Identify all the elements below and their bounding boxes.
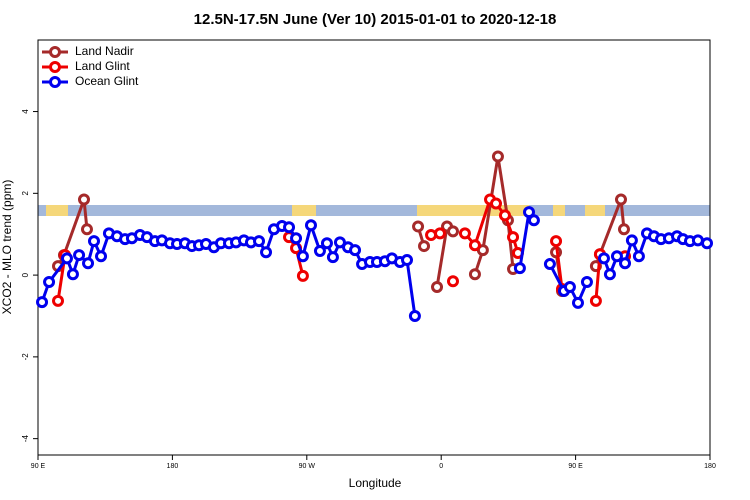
x-tick-label: 90 E bbox=[568, 463, 583, 470]
land-patch bbox=[292, 205, 316, 216]
point bbox=[571, 296, 584, 309]
point bbox=[543, 258, 556, 271]
point bbox=[36, 296, 49, 309]
y-axis-label: XCO2 - MLO trend (ppm) bbox=[0, 180, 14, 315]
point bbox=[52, 294, 65, 307]
point bbox=[614, 193, 627, 206]
point bbox=[304, 219, 317, 232]
point bbox=[412, 220, 425, 233]
ocean-strip bbox=[38, 205, 710, 216]
point bbox=[589, 260, 602, 273]
land-patch bbox=[585, 205, 605, 216]
point bbox=[434, 227, 447, 240]
legend-marker bbox=[49, 46, 61, 58]
point bbox=[490, 197, 503, 210]
point bbox=[632, 250, 645, 263]
point bbox=[431, 280, 444, 293]
point bbox=[617, 223, 630, 236]
point bbox=[77, 193, 90, 206]
point bbox=[589, 294, 602, 307]
x-tick-label: 180 bbox=[704, 463, 716, 470]
point bbox=[610, 250, 623, 263]
land-patch bbox=[417, 205, 529, 216]
point bbox=[80, 223, 93, 236]
point bbox=[260, 246, 273, 259]
x-tick-label: 0 bbox=[439, 463, 443, 470]
point bbox=[349, 244, 362, 257]
point bbox=[326, 251, 339, 264]
point bbox=[320, 237, 333, 250]
point bbox=[468, 239, 481, 252]
point bbox=[603, 268, 616, 281]
point bbox=[60, 252, 73, 265]
series-line bbox=[56, 156, 626, 292]
point bbox=[283, 221, 296, 234]
point bbox=[446, 275, 459, 288]
map-strip bbox=[38, 205, 710, 216]
point bbox=[253, 235, 266, 248]
point bbox=[625, 234, 638, 247]
point bbox=[296, 250, 309, 263]
y-tick-label: -2 bbox=[21, 353, 30, 361]
point bbox=[550, 246, 563, 259]
legend-label: Land Nadir bbox=[75, 44, 134, 58]
y-tick-label: 0 bbox=[21, 272, 30, 277]
chart-title: 12.5N-17.5N June (Ver 10) 2015-01-01 to … bbox=[194, 11, 557, 28]
point bbox=[597, 252, 610, 265]
legend-label: Land Glint bbox=[75, 59, 130, 73]
legend-marker bbox=[49, 61, 61, 73]
legend-label: Ocean Glint bbox=[75, 74, 139, 88]
point bbox=[43, 276, 56, 289]
point bbox=[401, 253, 414, 266]
point bbox=[527, 214, 540, 227]
point bbox=[66, 268, 79, 281]
point bbox=[296, 269, 309, 282]
point bbox=[88, 235, 100, 248]
y-tick-label: 2 bbox=[21, 191, 30, 196]
y-tick-label: -4 bbox=[21, 435, 30, 443]
x-axis-label: Longitude bbox=[349, 476, 402, 490]
point bbox=[513, 262, 526, 275]
point bbox=[446, 225, 459, 238]
point bbox=[563, 280, 576, 293]
land-patch bbox=[46, 205, 68, 216]
point bbox=[290, 232, 303, 245]
point bbox=[491, 150, 504, 163]
land-patch bbox=[553, 205, 565, 216]
point bbox=[425, 229, 438, 242]
point bbox=[468, 268, 481, 281]
point bbox=[523, 206, 536, 219]
x-tick-label: 180 bbox=[167, 463, 179, 470]
point bbox=[458, 227, 471, 240]
x-tick-label: 90 W bbox=[299, 463, 316, 470]
legend-marker bbox=[49, 76, 61, 88]
point bbox=[73, 249, 86, 262]
point bbox=[580, 276, 593, 289]
point bbox=[701, 237, 714, 250]
y-tick-label: 4 bbox=[21, 109, 30, 114]
point bbox=[313, 244, 326, 257]
point bbox=[619, 257, 632, 270]
point bbox=[408, 309, 421, 322]
point bbox=[498, 209, 511, 222]
point bbox=[333, 236, 346, 249]
plot-frame bbox=[37, 39, 711, 456]
point bbox=[550, 235, 563, 248]
point bbox=[82, 257, 95, 270]
x-tick-label: 90 E bbox=[31, 463, 46, 470]
point bbox=[507, 231, 520, 244]
point bbox=[95, 250, 108, 263]
point bbox=[418, 240, 431, 253]
